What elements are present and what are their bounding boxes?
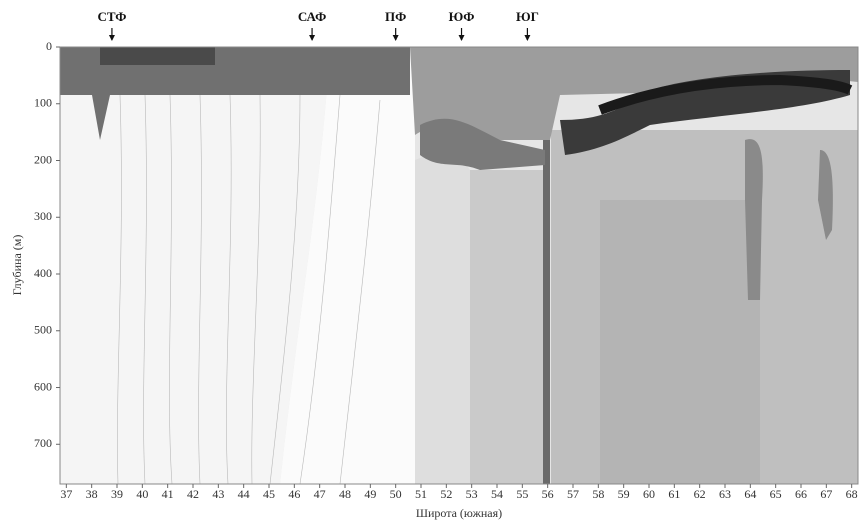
front-arrow-head (524, 35, 531, 41)
x-tick-label: 54 (491, 487, 503, 501)
y-axis-label: Глубина (м) (10, 235, 24, 296)
x-tick-label: 37 (60, 487, 72, 501)
x-tick-label: 46 (288, 487, 300, 501)
x-tick-label: 50 (390, 487, 402, 501)
x-tick-label: 53 (466, 487, 478, 501)
x-tick-label: 59 (618, 487, 630, 501)
x-tick-label: 56 (542, 487, 554, 501)
y-tick-label: 400 (34, 266, 52, 280)
y-tick-label: 300 (34, 209, 52, 223)
x-tick-label: 43 (212, 487, 224, 501)
x-tick-label: 55 (516, 487, 528, 501)
y-tick-label: 200 (34, 152, 52, 166)
front-label: САФ (298, 9, 326, 24)
x-tick-label: 47 (314, 487, 326, 501)
x-tick-label: 40 (136, 487, 148, 501)
front-label: ЮФ (449, 9, 475, 24)
x-tick-label: 49 (364, 487, 376, 501)
front-arrow-head (108, 35, 115, 41)
front-label: ПФ (385, 9, 406, 24)
x-tick-label: 62 (694, 487, 706, 501)
x-tick-label: 52 (440, 487, 452, 501)
y-tick-label: 700 (34, 436, 52, 450)
x-tick-label: 42 (187, 487, 199, 501)
front-arrow-head (309, 35, 316, 41)
x-tick-label: 45 (263, 487, 275, 501)
field (59, 46, 859, 485)
y-tick-label: 600 (34, 379, 52, 393)
front-arrow-head (458, 35, 465, 41)
y-tick-label: 500 (34, 323, 52, 337)
x-tick-label: 38 (86, 487, 98, 501)
x-tick-label: 41 (162, 487, 174, 501)
x-tick-label: 44 (238, 487, 250, 501)
x-tick-label: 68 (846, 487, 858, 501)
x-tick-label: 67 (820, 487, 832, 501)
x-tick-label: 39 (111, 487, 123, 501)
x-tick-label: 58 (592, 487, 604, 501)
y-tick-label: 0 (46, 39, 52, 53)
x-tick-label: 60 (643, 487, 655, 501)
y-tick-label: 100 (34, 96, 52, 110)
x-tick-label: 64 (744, 487, 756, 501)
x-tick-label: 63 (719, 487, 731, 501)
x-tick-label: 66 (795, 487, 807, 501)
x-tick-label: 65 (770, 487, 782, 501)
front-label: ЮГ (516, 9, 539, 24)
x-tick-label: 61 (668, 487, 680, 501)
x-tick-label: 48 (339, 487, 351, 501)
x-axis-label: Широта (южная) (416, 506, 502, 520)
x-tick-label: 57 (567, 487, 579, 501)
x-tick-label: 51 (415, 487, 427, 501)
front-arrow-head (392, 35, 399, 41)
front-label: СТФ (97, 9, 126, 24)
